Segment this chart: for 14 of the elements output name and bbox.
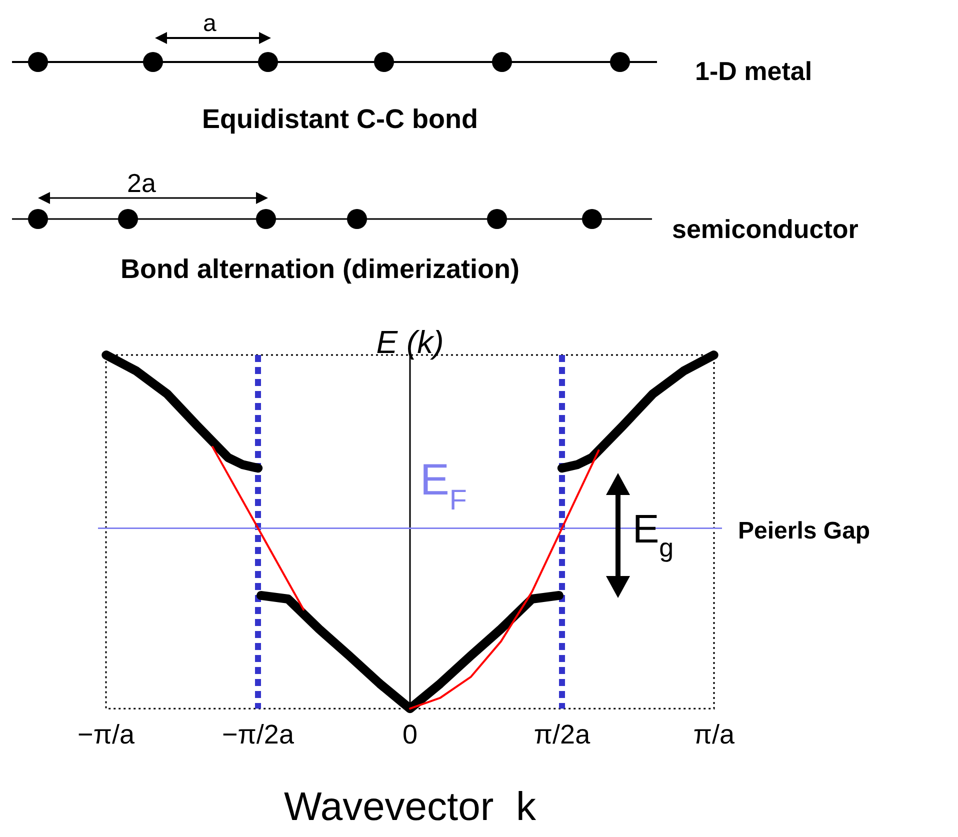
x-axis-title: Wavevector k	[284, 785, 537, 830]
y-axis-title: E (k)	[376, 324, 444, 360]
text: 2a	[127, 168, 156, 198]
text: Equidistant C-C bond	[202, 104, 478, 134]
x-tick-label: −π/2a	[222, 719, 295, 750]
text: semiconductor	[672, 214, 858, 244]
x-tick-label: 0	[402, 719, 418, 750]
text: a	[203, 10, 216, 37]
x-tick-label: π/a	[693, 719, 736, 750]
text: 1-D metal	[695, 56, 812, 86]
x-tick-label: π/2a	[534, 719, 592, 750]
text: Peierls Gap	[738, 517, 870, 544]
x-tick-label: −π/a	[78, 719, 136, 750]
text: Bond alternation (dimerization)	[120, 254, 520, 284]
